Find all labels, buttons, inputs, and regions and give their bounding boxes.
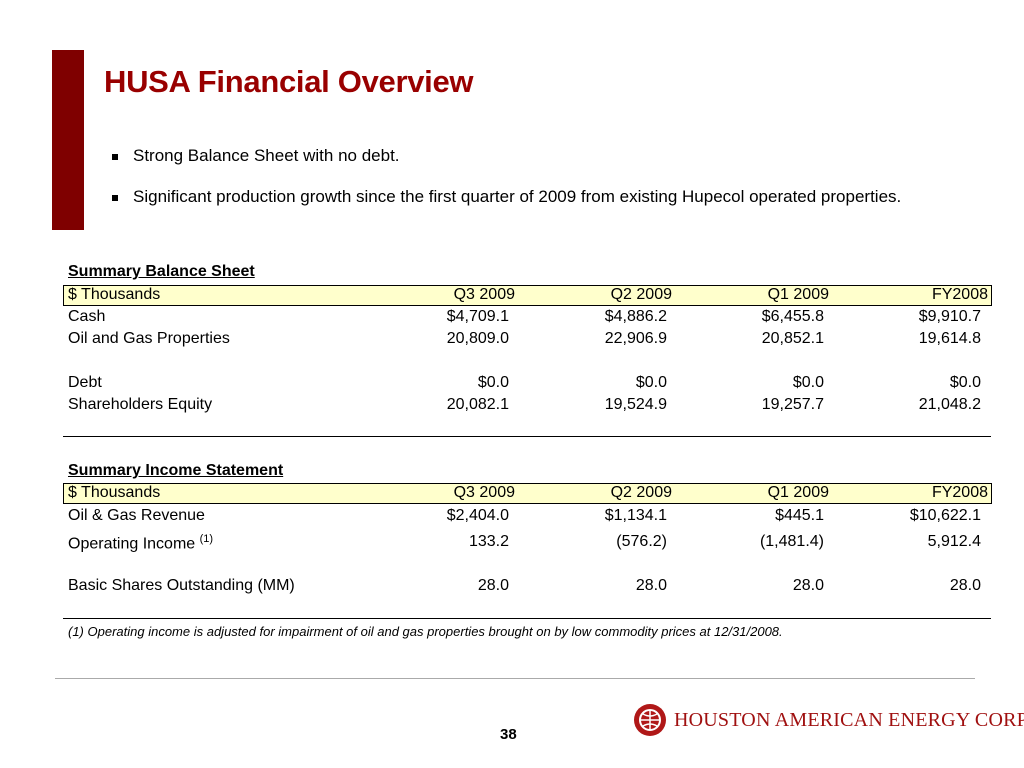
slide-title: HUSA Financial Overview [104,64,474,99]
logo-icon [634,704,666,736]
value-cell: 28.0 [792,577,824,594]
row-label: Oil & Gas Revenue [68,507,205,525]
value-cell: $1,134.1 [604,507,667,524]
header-cell: Q2 2009 [610,286,672,303]
value-cell: (1,481.4) [759,533,824,550]
header-cell: Q2 2009 [610,484,672,501]
header-cell: $ Thousands [68,484,161,501]
value-cell: (576.2) [616,533,667,550]
value-cell: 20,809.0 [446,330,509,347]
value-cell: 28.0 [949,577,981,594]
value-cell: 21,048.2 [918,396,981,413]
bullet: Significant production growth since the … [133,187,902,206]
value-cell: 20,082.1 [446,396,509,413]
row-label-text: Debt [68,374,102,391]
value-cell: 28.0 [477,577,509,594]
value-cell: 5,912.4 [927,533,981,550]
row-label: Basic Shares Outstanding (MM) [68,577,295,595]
separator [55,678,975,679]
logo-text: HOUSTON AMERICAN ENERGY CORP [674,709,1024,731]
row-label-text: Basic Shares Outstanding (MM) [68,577,295,594]
value-cell: $4,709.1 [446,308,509,325]
row-label-text: Operating Income [68,535,196,553]
bullet-marker [112,195,118,201]
value-cell: 19,614.8 [918,330,981,347]
value-cell: $0.0 [477,374,509,391]
value-cell: $0.0 [635,374,667,391]
row-label: Cash [68,308,105,326]
row-label-text: Oil & Gas Revenue [68,507,205,524]
bullet: Strong Balance Sheet with no debt. [133,146,400,165]
row-label: Debt [68,374,102,392]
value-cell: 28.0 [635,577,667,594]
footnote: (1) Operating income is adjusted for imp… [68,624,783,639]
value-cell: $9,910.7 [918,308,981,325]
row-label-text: Oil and Gas Properties [68,330,230,347]
header-cell: Q1 2009 [767,484,829,501]
value-cell: $4,886.2 [604,308,667,325]
value-cell: 133.2 [468,533,509,550]
note-ref: (1) [199,533,214,545]
accent-bar [52,50,84,230]
header-band [63,483,992,504]
value-cell: $0.0 [792,374,824,391]
value-cell: 20,852.1 [761,330,824,347]
header-cell: FY2008 [931,484,988,501]
row-label-text: Shareholders Equity [68,396,213,413]
table-rule [63,618,991,619]
table-title: Summary Balance Sheet [68,263,255,280]
table-rule [63,436,991,437]
value-cell: 22,906.9 [604,330,667,347]
row-label: Shareholders Equity [68,396,212,414]
row-label: Oil and Gas Properties [68,330,230,348]
row-label: Operating Income (1) [68,533,213,553]
value-cell: $10,622.1 [909,507,981,524]
header-cell: FY2008 [931,286,988,303]
header-cell: $ Thousands [68,286,161,303]
header-band [63,285,992,306]
value-cell: $6,455.8 [761,308,824,325]
table-title: Summary Income Statement [68,462,284,479]
value-cell: $0.0 [949,374,981,391]
page-number: 38 [500,726,517,743]
value-cell: 19,257.7 [761,396,824,413]
value-cell: 19,524.9 [604,396,667,413]
row-label-text: Cash [68,308,106,325]
value-cell: $2,404.0 [446,507,509,524]
value-cell: $445.1 [775,507,824,524]
header-cell: Q3 2009 [453,286,515,303]
bullet-marker [112,154,118,160]
header-cell: Q3 2009 [453,484,515,501]
header-cell: Q1 2009 [767,286,829,303]
